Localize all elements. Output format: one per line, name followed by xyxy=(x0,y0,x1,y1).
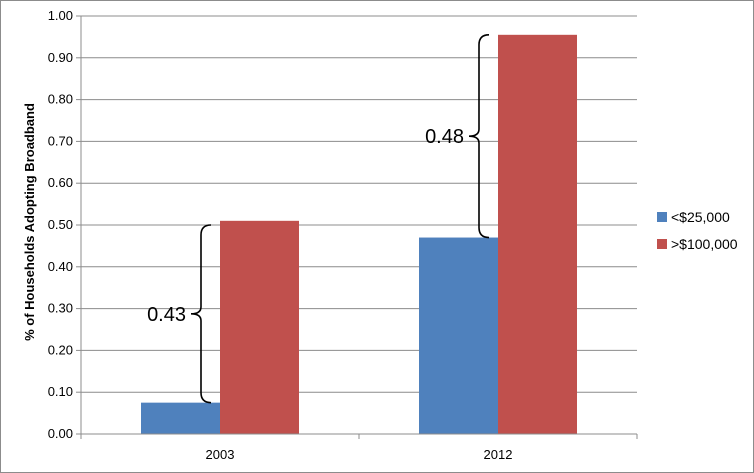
y-tick-label: 0.30 xyxy=(48,301,73,316)
bar xyxy=(419,237,498,434)
y-tick-label: 0.00 xyxy=(48,426,73,441)
x-tick-label: 2012 xyxy=(484,447,513,462)
bar xyxy=(220,220,299,434)
y-tick-label: 0.40 xyxy=(48,259,73,274)
bar xyxy=(141,402,220,434)
legend-label: >$100,000 xyxy=(671,236,738,252)
y-axis-label: % of Households Adopting Broadband xyxy=(22,103,37,341)
y-axis-ticks: 0.00 0.10 0.20 0.30 0.40 0.50 0.60 0.70 0.80 0.90… xyxy=(48,8,81,441)
legend-swatch xyxy=(657,239,667,249)
bar xyxy=(498,34,577,435)
y-tick-label: 1.00 xyxy=(48,8,73,23)
difference-bracket xyxy=(468,34,490,239)
difference-label: 0.43 xyxy=(147,304,186,326)
y-tick-label: 0.60 xyxy=(48,175,73,190)
difference-bracket xyxy=(190,224,212,404)
bars xyxy=(141,34,577,435)
annotations: 0.43 0.48 xyxy=(147,34,490,404)
x-tick-label: 2003 xyxy=(206,447,235,462)
legend-label: <$25,000 xyxy=(671,209,730,225)
y-tick-label: 0.80 xyxy=(48,92,73,107)
y-tick-label: 0.50 xyxy=(48,217,73,232)
legend-swatch xyxy=(657,212,667,222)
difference-label: 0.48 xyxy=(425,126,464,148)
y-tick-label: 0.90 xyxy=(48,50,73,65)
y-tick-label: 0.10 xyxy=(48,384,73,399)
legend: <$25,000 >$100,000 xyxy=(657,209,738,252)
y-tick-label: 0.70 xyxy=(48,133,73,148)
y-tick-label: 0.20 xyxy=(48,342,73,357)
x-axis-ticks: 2003 2012 xyxy=(80,434,638,462)
